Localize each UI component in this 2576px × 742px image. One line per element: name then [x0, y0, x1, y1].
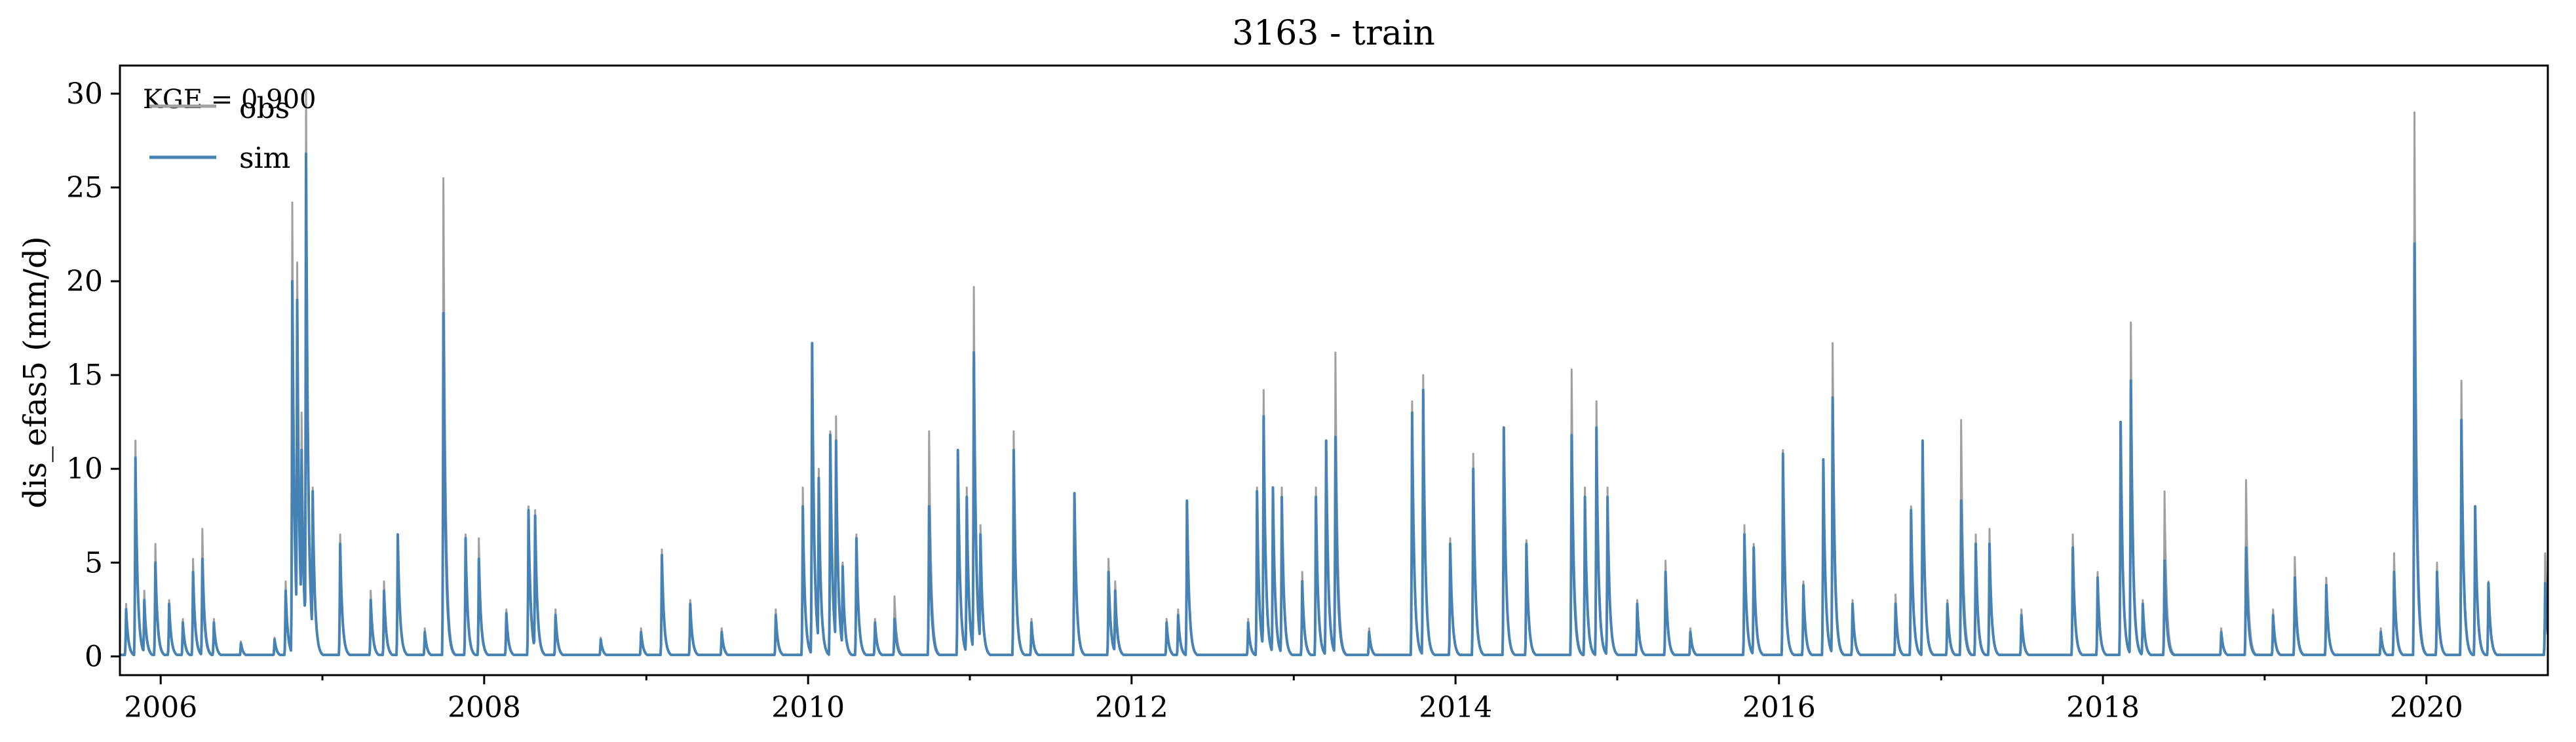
plot-area — [120, 88, 2548, 657]
y-tick-label: 30 — [66, 77, 103, 111]
x-tick-label: 2018 — [2066, 691, 2140, 724]
x-tick-label: 2010 — [771, 691, 845, 724]
y-tick-label: 25 — [66, 171, 103, 205]
y-tick-label: 5 — [85, 546, 103, 579]
x-tick-label: 2016 — [1742, 691, 1816, 724]
x-tick-label: 2006 — [124, 691, 197, 724]
y-tick-label: 0 — [85, 640, 103, 673]
x-tick-label: 2012 — [1095, 691, 1168, 724]
x-tick-label: 2020 — [2390, 691, 2463, 724]
kge-annotation: KGE = 0.900 — [143, 85, 317, 115]
y-tick-label: 15 — [66, 359, 103, 392]
y-tick-label: 10 — [66, 452, 103, 486]
y-axis-label: dis_efas5 (mm/d) — [17, 236, 54, 508]
chart-title: 3163 - train — [1232, 14, 1435, 53]
legend: KGE = 0.900 obs sim — [143, 85, 317, 175]
x-axis: 2006 2008 2010 2012 2014 2016 2018 2020 — [124, 675, 2463, 724]
legend-obs-label: obs — [239, 92, 290, 125]
legend-sim-label: sim — [239, 142, 290, 175]
x-tick-label: 2014 — [1419, 691, 1492, 724]
y-tick-label: 20 — [66, 265, 103, 298]
x-tick-label: 2008 — [448, 691, 521, 724]
y-axis: 0 5 10 15 20 25 30 — [66, 77, 120, 673]
series-line-sim — [120, 152, 2548, 657]
plot-frame — [119, 64, 2549, 676]
